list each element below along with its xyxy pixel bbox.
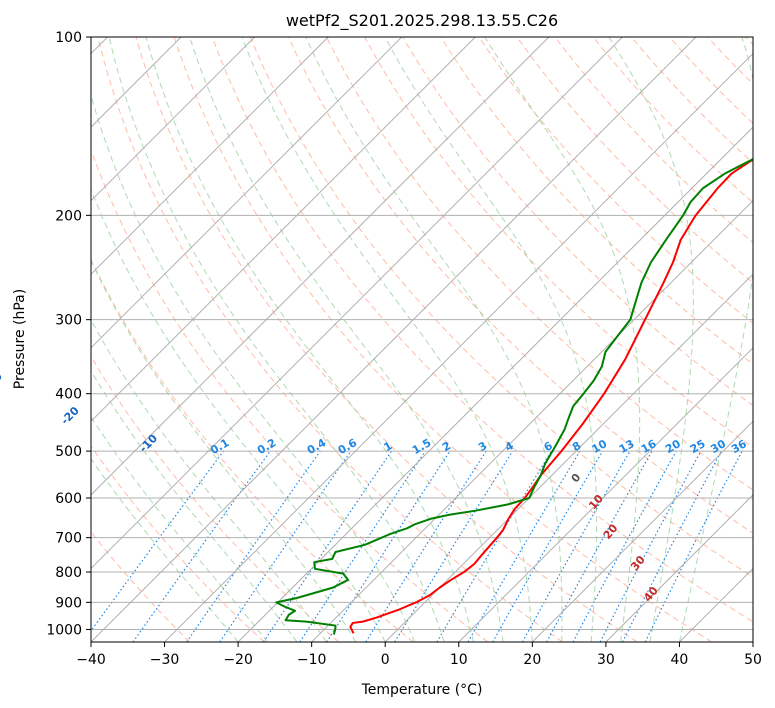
dry-adiabat — [91, 258, 414, 642]
dry-adiabat — [91, 445, 265, 642]
isotherm — [91, 37, 550, 496]
y-tick-label: 700 — [55, 531, 82, 547]
mixing-ratio-line — [299, 450, 426, 642]
x-tick-label: 20 — [523, 652, 541, 668]
dry-adiabat — [135, 37, 638, 642]
dry-adiabat — [287, 37, 753, 534]
x-tick-label: −20 — [223, 652, 253, 668]
mixing-ratio-line — [326, 450, 451, 642]
isotherm — [531, 420, 753, 642]
axes: −40 −30 −20 −10 0 10 20 30 40 50 100 200 300 400 500 60… — [46, 30, 762, 668]
moist-adiabat — [678, 37, 753, 642]
dry-adiabat — [97, 37, 563, 642]
mixing-ratio-line — [219, 450, 352, 642]
mixing-ratio-line — [394, 450, 514, 642]
y-tick-label: 200 — [55, 208, 82, 224]
y-tick-label: 500 — [55, 444, 82, 460]
x-tick-label: 50 — [744, 652, 762, 668]
moist-adiabat — [305, 37, 563, 642]
theta-label: -30 — [0, 370, 5, 393]
mixing-ratio-line — [521, 450, 631, 642]
isotherm — [458, 347, 753, 642]
mixing-ratio-line — [263, 450, 393, 642]
isotherm — [91, 37, 329, 275]
dry-adiabat — [326, 37, 753, 491]
chart-title: wetPf2_S201.2025.298.13.55.C26 — [286, 11, 558, 31]
mixing-ratio-line — [572, 450, 677, 642]
moist-adiabat — [384, 37, 598, 642]
x-axis-label: Temperature (°C) — [361, 682, 483, 698]
isotherm — [384, 273, 753, 642]
isotherm — [164, 52, 753, 642]
moist-adiabat — [91, 458, 239, 642]
isotherm — [91, 37, 623, 570]
plot-frame — [90, 36, 754, 643]
y-tick-label: 900 — [55, 595, 82, 611]
y-axis-label: Pressure (hPa) — [12, 289, 28, 389]
y-tick-label: 400 — [55, 387, 82, 403]
dry-adiabat — [211, 37, 753, 623]
dry-adiabat — [249, 37, 753, 578]
isotherm — [605, 494, 753, 642]
moist-adiabat — [145, 37, 474, 642]
moist-adiabat — [241, 37, 533, 642]
moist-adiabat — [189, 37, 504, 642]
mixing-ratio-line — [644, 450, 743, 642]
x-tick-label: 0 — [381, 652, 390, 668]
isotherm — [237, 126, 753, 642]
dewpoint-profile — [275, 157, 753, 635]
x-tick-label: 40 — [671, 652, 689, 668]
isotherm — [91, 37, 256, 202]
moist-adiabat — [91, 259, 357, 642]
isotherm — [91, 37, 697, 642]
moist-adiabat — [108, 37, 445, 642]
isotherm — [91, 37, 476, 423]
mixing-ratio-line — [132, 450, 271, 642]
x-tick-label: −10 — [297, 652, 327, 668]
dry-adiabat — [173, 37, 713, 642]
x-tick-label: −40 — [76, 652, 106, 668]
mixing-ratio-line — [186, 450, 321, 642]
y-tick-label: 100 — [55, 30, 82, 46]
moist-adiabat — [608, 37, 694, 642]
y-tick-label: 600 — [55, 491, 82, 507]
moist-adiabat — [91, 93, 416, 642]
mixing-ratio-line — [91, 450, 225, 632]
y-tick-label: 800 — [55, 565, 82, 581]
y-tick-label: 1000 — [46, 622, 82, 638]
isotherm — [91, 37, 403, 349]
moist-adiabat — [484, 37, 641, 642]
mixing-ratio-line — [546, 450, 653, 642]
y-tick-label: 300 — [55, 313, 82, 329]
x-tick-label: 30 — [597, 652, 615, 668]
x-tick-label: 10 — [450, 652, 468, 668]
plot-area — [91, 37, 753, 642]
x-tick-label: −30 — [150, 652, 180, 668]
